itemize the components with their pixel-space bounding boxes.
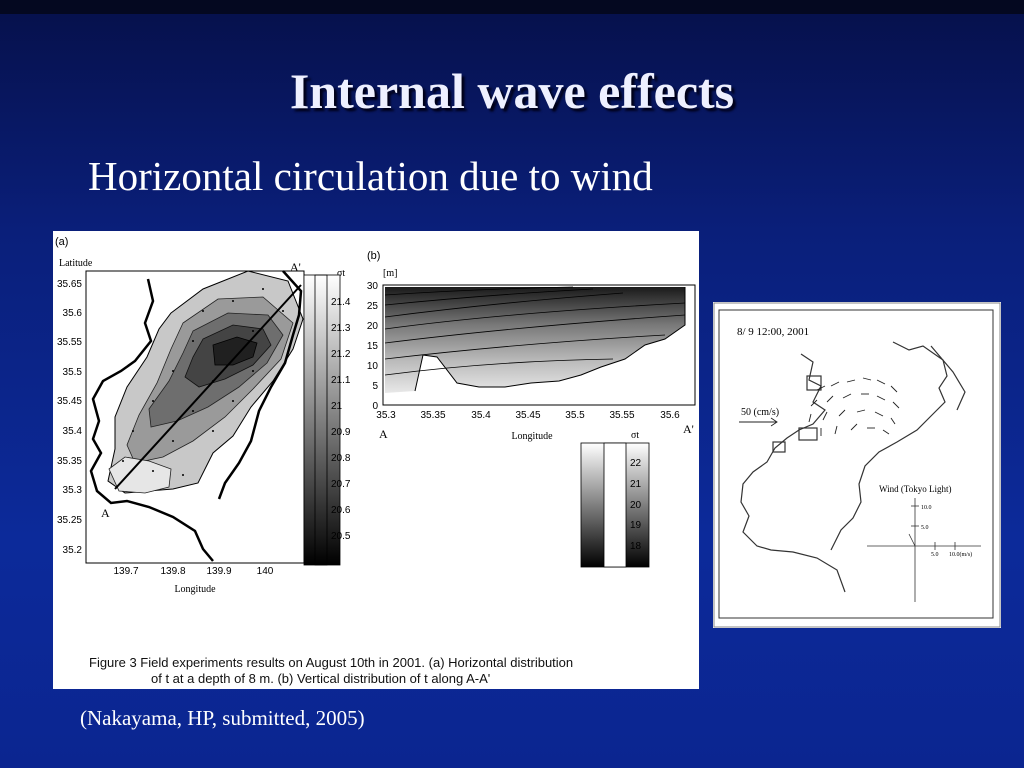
wind-legend-title: Wind (Tokyo Light) xyxy=(879,484,952,494)
ytick-b-4: 10 xyxy=(367,361,379,372)
wind-xtick-10: 10.0(m/s) xyxy=(949,551,972,558)
cbar-a-tick-0: 21.4 xyxy=(331,297,351,308)
cbar-a-tick-5: 20.9 xyxy=(331,427,351,438)
ytick-a-0: 35.65 xyxy=(57,279,82,290)
ytick-a-3: 35.5 xyxy=(63,367,83,378)
ytick-a-1: 35.6 xyxy=(63,308,83,319)
panel-b-point-a-prime: A' xyxy=(683,422,694,436)
wind-legend-axes xyxy=(867,498,981,602)
panel-b-colorbar-ticks: 22 21 20 19 18 xyxy=(630,458,642,552)
xtick-b-2: 35.4 xyxy=(471,410,491,421)
ytick-a-2: 35.55 xyxy=(57,337,82,348)
cbar-a-tick-7: 20.7 xyxy=(331,479,351,490)
figure-3-graphic: (a) Latitude 35.65 35.6 35.55 35.5 35.45… xyxy=(55,236,696,595)
ytick-b-5: 5 xyxy=(372,381,378,392)
caption-line-1: Figure 3 Field experiments results on Au… xyxy=(89,655,574,670)
citation: (Nakayama, HP, submitted, 2005) xyxy=(80,706,365,730)
panel-a-colorbar xyxy=(303,274,341,566)
cbar-b-tick-3: 19 xyxy=(630,520,642,531)
ytick-a-4: 35.45 xyxy=(57,396,82,407)
ytick-b-1: 25 xyxy=(367,301,379,312)
panel-a-label: (a) xyxy=(55,236,68,248)
panel-a-colorbar-label: σt xyxy=(337,268,345,279)
xtick-b-4: 35.5 xyxy=(565,410,585,421)
wind-scale-label: 50 (cm/s) xyxy=(741,407,779,418)
xtick-b-6: 35.6 xyxy=(660,410,680,421)
ytick-b-3: 15 xyxy=(367,341,379,352)
wind-current-vectors xyxy=(739,377,900,436)
panel-b-xticks: 35.3 35.35 35.4 35.45 35.5 35.55 35.6 xyxy=(376,410,680,421)
ytick-a-5: 35.4 xyxy=(63,426,83,437)
cbar-a-tick-9: 20.5 xyxy=(331,531,351,542)
ytick-a-9: 35.2 xyxy=(63,545,83,556)
cbar-b-tick-0: 22 xyxy=(630,458,642,469)
cbar-b-tick-1: 21 xyxy=(630,479,642,490)
cbar-b-tick-2: 20 xyxy=(630,500,642,511)
cbar-b-tick-4: 18 xyxy=(630,541,642,552)
ytick-b-6: 0 xyxy=(372,401,378,412)
xtick-b-5: 35.55 xyxy=(609,410,634,421)
top-bar xyxy=(0,0,1024,14)
ytick-b-0: 30 xyxy=(367,281,379,292)
wind-circulation-figure: 8/ 9 12:00, 2001 50 (cm/s) Wind (Tokyo L… xyxy=(713,302,1001,628)
wind-xtick-5: 5.0 xyxy=(931,552,939,558)
wind-tick-10: 10.0 xyxy=(921,505,932,511)
panel-a-xticks: 139.7 139.8 139.9 140 xyxy=(113,566,273,577)
panel-a-point-a: A xyxy=(101,506,110,520)
cbar-a-tick-2: 21.2 xyxy=(331,349,351,360)
xtick-b-3: 35.45 xyxy=(515,410,540,421)
panel-a-colorbar-ticks: 21.4 21.3 21.2 21.1 21 20.9 20.8 20.7 20… xyxy=(331,297,351,542)
xtick-a-3: 140 xyxy=(257,566,274,577)
wind-figure-graphic: 8/ 9 12:00, 2001 50 (cm/s) Wind (Tokyo L… xyxy=(713,302,1001,628)
slide-title: Internal wave effects xyxy=(289,63,735,119)
figure-3: (a) Latitude 35.65 35.6 35.55 35.5 35.45… xyxy=(53,231,699,689)
cbar-a-tick-4: 21 xyxy=(331,401,343,412)
panel-a-point-a-prime: A' xyxy=(290,260,301,274)
xtick-a-0: 139.7 xyxy=(113,566,138,577)
xtick-b-1: 35.35 xyxy=(420,410,445,421)
xtick-a-1: 139.8 xyxy=(160,566,185,577)
ytick-a-7: 35.3 xyxy=(63,485,83,496)
xtick-a-2: 139.9 xyxy=(206,566,231,577)
panel-b-colorbar-label: σt xyxy=(631,430,639,441)
panel-b-yunit: [m] xyxy=(383,268,397,279)
ytick-b-2: 20 xyxy=(367,321,379,332)
cbar-a-tick-1: 21.3 xyxy=(331,323,351,334)
panel-b-point-a: A xyxy=(379,427,388,441)
wind-tick-5: 5.0 xyxy=(921,525,929,531)
wind-timestamp: 8/ 9 12:00, 2001 xyxy=(737,326,809,338)
caption-line-2: of t at a depth of 8 m. (b) Vertical dis… xyxy=(151,671,491,686)
panel-a-contour-map xyxy=(89,270,304,562)
ytick-a-8: 35.25 xyxy=(57,515,82,526)
xtick-b-0: 35.3 xyxy=(376,410,396,421)
cbar-a-tick-8: 20.6 xyxy=(331,505,351,516)
wind-coastline xyxy=(740,341,966,593)
cbar-a-tick-3: 21.1 xyxy=(331,375,351,386)
cbar-a-tick-6: 20.8 xyxy=(331,453,351,464)
slide-subtitle: Horizontal circulation due to wind xyxy=(88,153,653,199)
panel-b-label: (b) xyxy=(367,250,380,262)
panel-a-xlabel: Longitude xyxy=(174,584,216,595)
panel-a-yticks: 35.65 35.6 35.55 35.5 35.45 35.4 35.35 3… xyxy=(57,279,82,556)
panel-b-section xyxy=(384,286,686,393)
panel-b-xlabel: Longitude xyxy=(511,431,553,442)
ytick-a-6: 35.35 xyxy=(57,456,82,467)
panel-a-ylabel: Latitude xyxy=(59,258,93,269)
panel-b-yticks: 30 25 20 15 10 5 0 xyxy=(367,281,379,412)
